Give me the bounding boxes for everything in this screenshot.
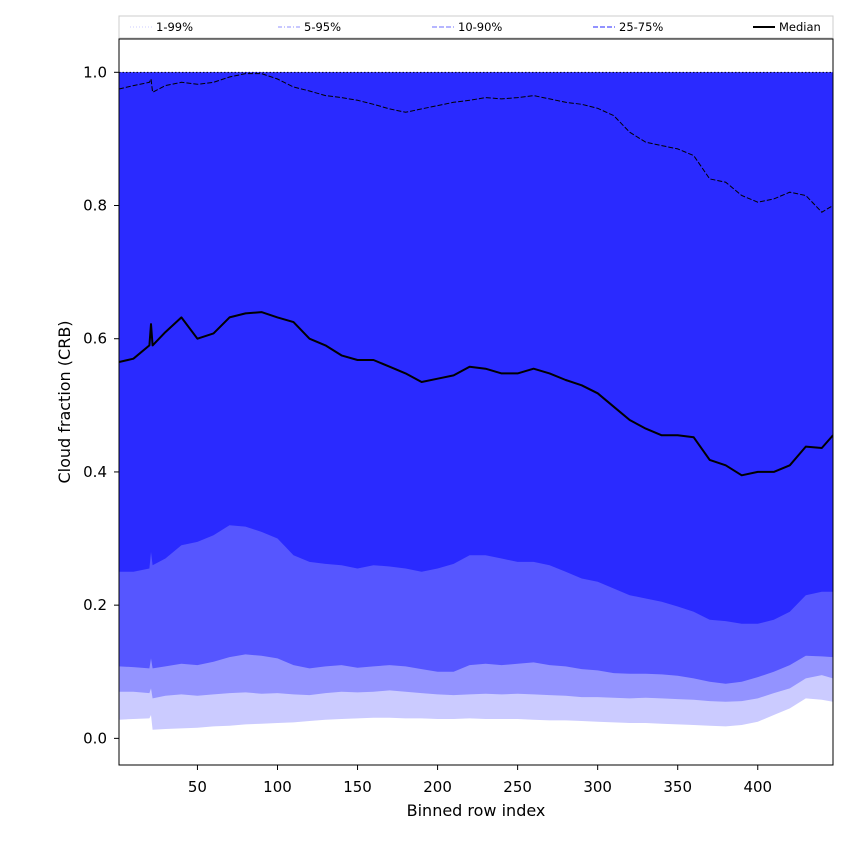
bands-group [119, 72, 833, 730]
y-tick-label-1: 0.2 [83, 596, 107, 614]
x-tick-label-100: 100 [263, 778, 292, 796]
x-tick-label-250: 250 [503, 778, 532, 796]
x-axis: 50 100 150 200 250 300 350 400 [188, 765, 772, 796]
x-tick-label-400: 400 [743, 778, 772, 796]
legend-label-1-99: 1-99% [156, 20, 193, 34]
x-tick-label-150: 150 [343, 778, 372, 796]
line-10-90-upper [119, 73, 833, 213]
x-tick-label-350: 350 [663, 778, 692, 796]
y-tick-label-2: 0.4 [83, 463, 107, 481]
y-tick-label-5: 1.0 [83, 63, 107, 81]
plot-frame [118, 38, 834, 766]
y-axis: 0.0 0.2 0.4 0.6 0.8 1.0 [83, 63, 119, 747]
median-line [119, 311, 833, 477]
y-axis-label: Cloud fraction (CRB) [55, 320, 74, 483]
legend-label-5-95: 5-95% [304, 20, 341, 34]
x-tick-label-200: 200 [423, 778, 452, 796]
legend-label-10-90: 10-90% [458, 20, 502, 34]
band-25-75 [119, 72, 833, 624]
legend-label-median: Median [779, 20, 821, 34]
x-axis-label: Binned row index [407, 801, 546, 820]
y-tick-label-0: 0.0 [83, 729, 107, 747]
legend: 1-99% 5-95% 10-90% 25-75% Median [118, 15, 834, 39]
legend-box [118, 15, 834, 39]
x-tick-label-50: 50 [188, 778, 207, 796]
lines-group [119, 71, 833, 477]
x-tick-label-300: 300 [583, 778, 612, 796]
legend-label-25-75: 25-75% [619, 20, 663, 34]
y-tick-label-4: 0.8 [83, 197, 107, 215]
y-tick-label-3: 0.6 [83, 330, 107, 348]
